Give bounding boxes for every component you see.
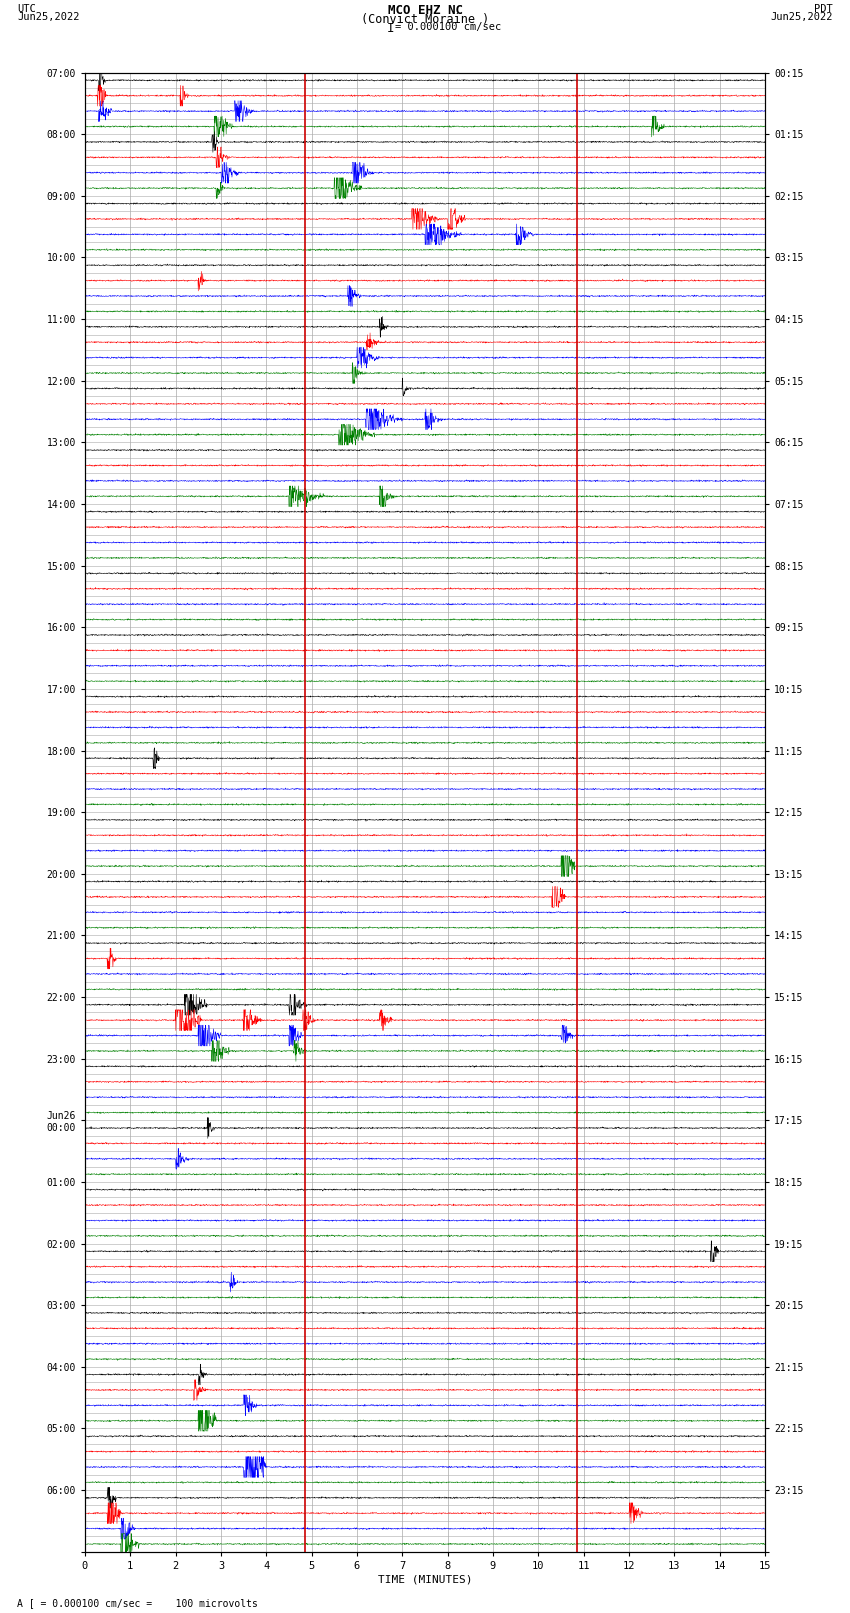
Text: UTC: UTC [17, 5, 36, 15]
Text: = 0.000100 cm/sec: = 0.000100 cm/sec [395, 23, 501, 32]
Text: MCO EHZ NC: MCO EHZ NC [388, 5, 462, 18]
Text: I: I [387, 23, 394, 35]
Text: A [ = 0.000100 cm/sec =    100 microvolts: A [ = 0.000100 cm/sec = 100 microvolts [17, 1598, 258, 1608]
X-axis label: TIME (MINUTES): TIME (MINUTES) [377, 1574, 473, 1586]
Text: Jun25,2022: Jun25,2022 [770, 11, 833, 23]
Text: Jun25,2022: Jun25,2022 [17, 11, 80, 23]
Text: (Convict Moraine ): (Convict Moraine ) [361, 13, 489, 26]
Text: PDT: PDT [814, 5, 833, 15]
